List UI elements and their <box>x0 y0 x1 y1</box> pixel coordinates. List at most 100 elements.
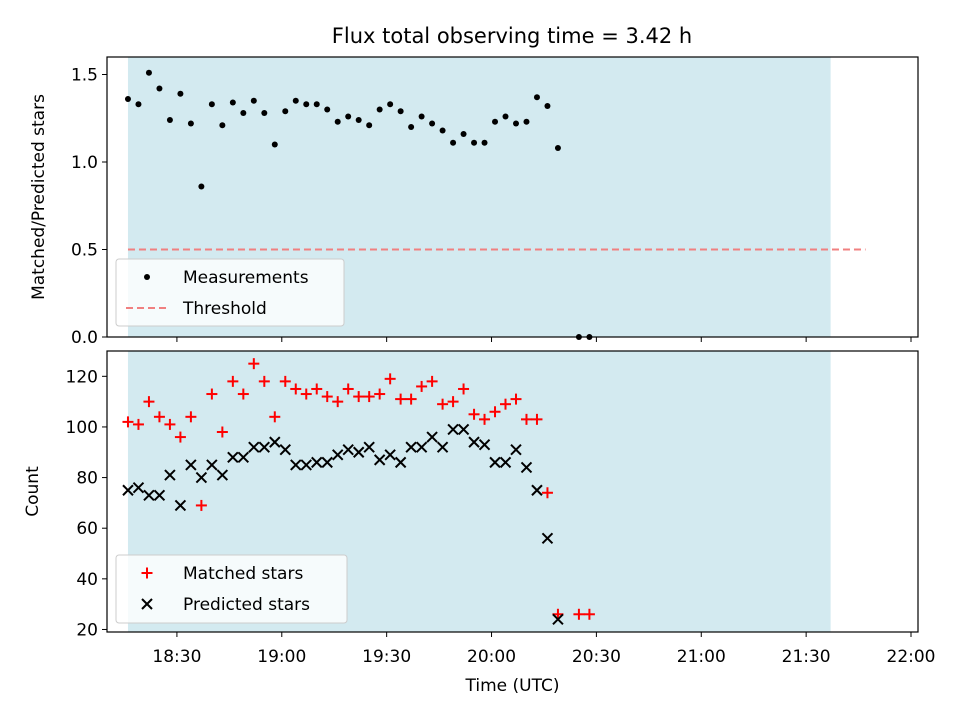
x-tick-label: 20:00 <box>467 647 516 667</box>
point-predicted-stars-21-b <box>342 444 354 456</box>
point-predicted-stars-26-b <box>394 456 407 469</box>
point-predicted-stars-4-b <box>164 469 176 481</box>
point-predicted-stars-39-b <box>531 484 543 496</box>
point-measurements-26 <box>397 108 404 115</box>
y-tick-label: 80 <box>76 469 98 489</box>
point-predicted-stars-5-b <box>174 499 187 512</box>
point-predicted-stars-16-b <box>290 459 302 471</box>
bottom-legend-box <box>115 554 348 624</box>
point-predicted-stars-41-b <box>552 613 564 626</box>
point-predicted-stars-25-b <box>384 449 396 461</box>
point-measurements-15 <box>282 108 289 115</box>
bottom-legend: Matched stars Predicted stars <box>115 554 348 624</box>
point-measurements-22 <box>355 117 362 123</box>
point-measurements-13 <box>261 110 268 116</box>
bottom-panel-frame <box>106 350 919 633</box>
point-predicted-stars-6-b <box>185 459 197 471</box>
y-tick-label: 120 <box>66 367 98 387</box>
top-y-axis: 0.0 0.5 1.0 1.5 <box>71 66 107 348</box>
top-panel-frame <box>106 56 919 338</box>
top-legend-box <box>115 258 345 327</box>
x-tick-label: 21:30 <box>782 647 831 667</box>
point-predicted-stars-32-b <box>457 423 470 436</box>
point-predicted-stars-0-b <box>122 484 134 496</box>
legend-predicted-marker <box>141 598 153 610</box>
x-tick-label: 18:30 <box>152 647 201 667</box>
point-measurements-41 <box>554 145 561 151</box>
point-measurements-11 <box>240 110 247 116</box>
point-measurements-20 <box>334 118 341 125</box>
top-panel: 0.0 0.5 1.0 1.5 Matched/Predicted stars Mea… <box>29 56 919 348</box>
point-predicted-stars-13-b <box>258 441 271 453</box>
bottom-y-axis: 20 40 60 80 100 120 <box>66 367 107 640</box>
point-predicted-stars-40-b <box>541 532 554 545</box>
point-measurements-33 <box>471 139 478 146</box>
point-measurements-7 <box>198 183 205 190</box>
point-measurements-23 <box>366 122 373 129</box>
point-measurements-28 <box>418 113 425 120</box>
bottom-y-axis-label: Count <box>23 466 43 517</box>
point-measurements-35 <box>492 118 499 125</box>
top-y-axis-label: Matched/Predicted stars <box>29 94 49 300</box>
point-measurements-18 <box>313 101 320 108</box>
point-predicted-stars-7-b <box>195 471 208 484</box>
point-measurements-25 <box>387 101 394 108</box>
point-measurements-3 <box>156 85 163 92</box>
point-predicted-stars-28-b <box>415 441 428 453</box>
point-predicted-stars-9-b <box>216 469 229 481</box>
point-measurements-14 <box>271 141 278 148</box>
point-measurements-40 <box>544 103 551 109</box>
point-predicted-stars-35-b <box>489 456 501 469</box>
point-measurements-29 <box>429 120 436 127</box>
point-measurements-5 <box>177 90 184 97</box>
point-measurements-1 <box>135 101 142 108</box>
point-measurements-12 <box>250 97 257 104</box>
top-chart-title: Flux total observing time = 3.42 h <box>332 24 692 48</box>
y-tick-label: 100 <box>66 418 98 438</box>
point-measurements-32 <box>460 131 467 137</box>
point-predicted-stars-19-b <box>321 456 333 469</box>
top-panel-marks <box>124 69 866 340</box>
point-measurements-0 <box>124 96 131 102</box>
point-predicted-stars-29-b <box>426 431 438 443</box>
point-measurements-9 <box>219 122 226 129</box>
point-predicted-stars-34-b <box>478 438 491 451</box>
legend-measurements-label: Measurements <box>183 268 309 288</box>
point-measurements-2 <box>145 69 152 76</box>
point-measurements-27 <box>408 124 415 130</box>
legend-matched-marker <box>141 567 153 579</box>
bottom-x-axis: 18:30 19:00 19:30 20:00 20:30 21:00 21:30 22:00 <box>152 632 936 667</box>
point-measurements-17 <box>303 101 310 108</box>
point-predicted-stars-2-b <box>143 489 155 502</box>
y-tick-label: 0.5 <box>71 241 98 261</box>
point-measurements-6 <box>187 120 194 127</box>
point-measurements-10 <box>229 99 236 106</box>
point-measurements-38 <box>523 118 530 125</box>
legend-predicted-label: Predicted stars <box>183 595 310 615</box>
y-tick-label: 40 <box>76 570 98 590</box>
point-measurements-37 <box>512 120 519 127</box>
x-axis-label: Time (UTC) <box>465 676 560 696</box>
point-predicted-stars-22-b <box>352 446 365 458</box>
point-predicted-stars-23-b <box>363 441 375 453</box>
point-predicted-stars-18-b <box>311 456 323 469</box>
top-legend: Measurements Threshold <box>115 258 345 327</box>
x-tick-label: 21:00 <box>677 647 726 667</box>
point-measurements-21 <box>345 113 352 120</box>
point-predicted-stars-30-b <box>436 441 449 453</box>
point-measurements-36 <box>502 113 509 120</box>
point-predicted-stars-8-b <box>206 459 218 471</box>
point-measurements-31 <box>450 139 457 146</box>
point-measurements-34 <box>481 139 488 146</box>
point-predicted-stars-10-b <box>227 451 239 464</box>
legend-threshold-label: Threshold <box>182 299 267 319</box>
point-predicted-stars-11-b <box>237 451 250 464</box>
point-predicted-stars-1-b <box>132 481 145 494</box>
point-measurements-19 <box>324 106 331 113</box>
x-tick-label: 22:00 <box>887 647 936 667</box>
point-predicted-stars-3-b <box>153 489 166 502</box>
point-measurements-16 <box>292 97 299 104</box>
y-tick-label: 1.5 <box>71 66 98 86</box>
point-predicted-stars-14-b <box>269 436 281 448</box>
